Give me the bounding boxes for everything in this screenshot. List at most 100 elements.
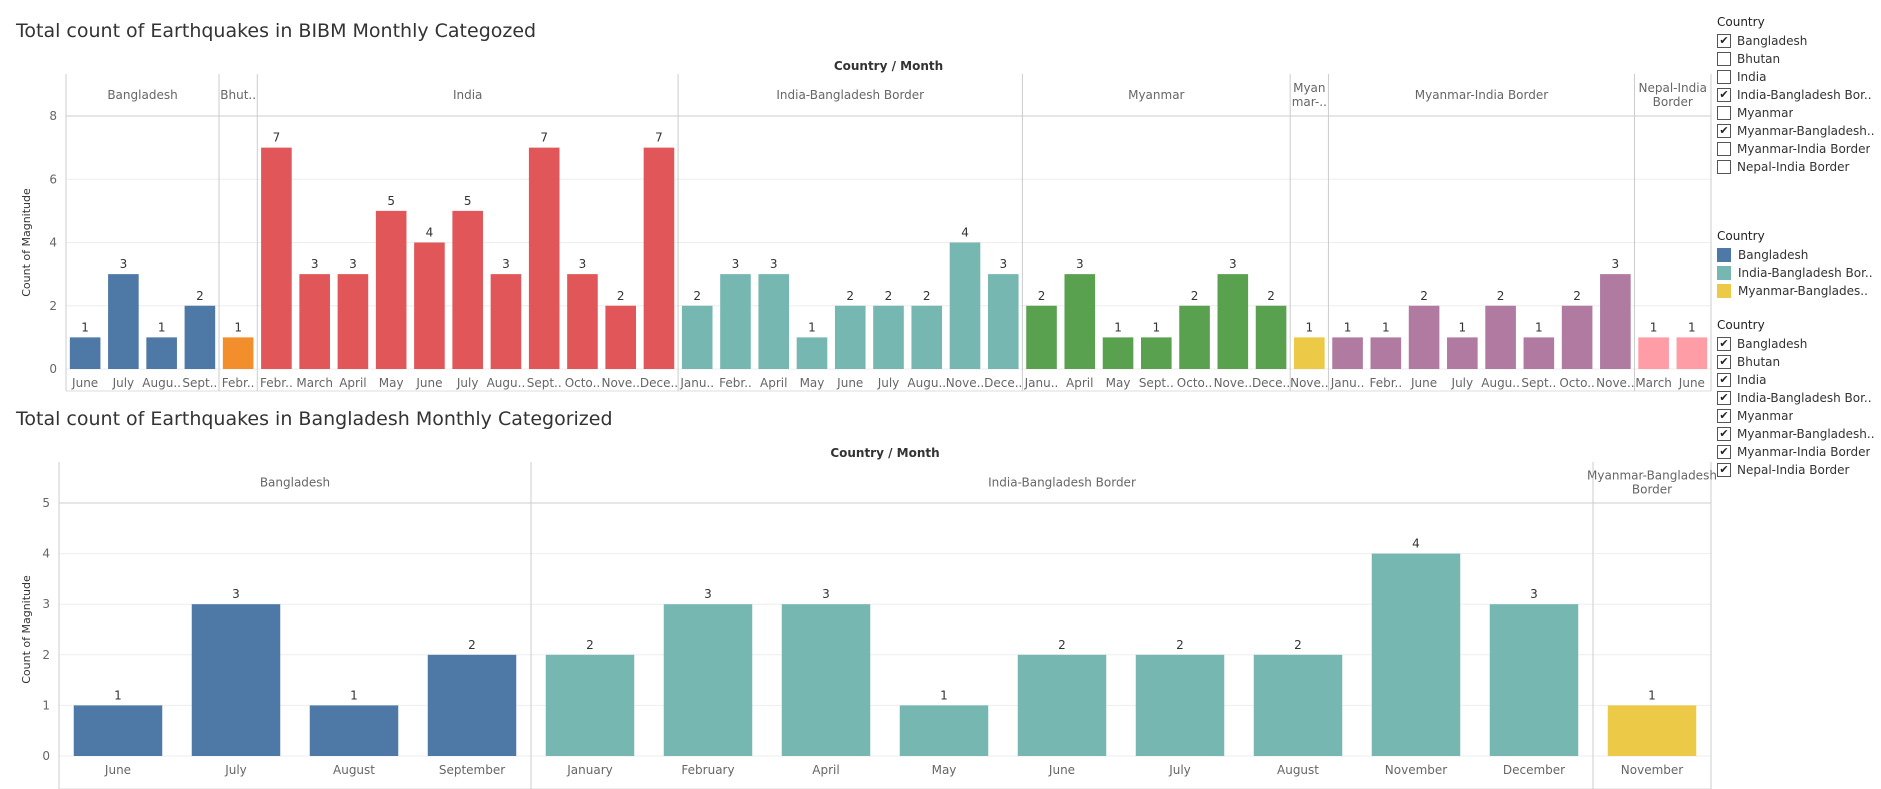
filter-item-nepal-india-border[interactable]: Nepal-India Border	[1717, 158, 1881, 176]
x-tick-label: June	[1678, 376, 1705, 390]
x-tick-label: Augu..	[142, 376, 181, 390]
x-tick-label: July	[1168, 763, 1191, 777]
bar	[1638, 337, 1669, 369]
filter-item-india[interactable]: India	[1717, 68, 1881, 86]
filter-item-bhutan[interactable]: ✔ Bhutan	[1717, 353, 1881, 371]
checkbox[interactable]: ✔	[1717, 427, 1731, 441]
bar	[69, 337, 101, 369]
filter-item-india-bangladesh-border[interactable]: ✔ India-Bangladesh Bor..	[1717, 86, 1881, 104]
bar	[1485, 305, 1516, 369]
bar-data-label: 1	[158, 320, 166, 334]
x-tick-label: Dece..	[984, 376, 1022, 390]
group-header-label: Bangladesh	[260, 476, 330, 490]
checkbox[interactable]: ✔	[1717, 355, 1731, 369]
filter-item-bangladesh[interactable]: ✔ Bangladesh	[1717, 335, 1881, 353]
bar	[1408, 305, 1440, 369]
filter-label: Bhutan	[1737, 355, 1781, 369]
filter-item-bangladesh[interactable]: ✔ Bangladesh	[1717, 32, 1881, 50]
x-tick-label: Dece..	[640, 376, 678, 390]
bar-data-label: 2	[885, 289, 893, 303]
x-tick-label: June	[1048, 763, 1075, 777]
group-header-label: India-Bangladesh Border	[776, 88, 924, 102]
bar-data-label: 2	[1191, 289, 1199, 303]
checkbox[interactable]: ✔	[1717, 391, 1731, 405]
bar-data-label: 2	[1176, 638, 1184, 652]
checkbox[interactable]	[1717, 160, 1731, 174]
checkbox[interactable]: ✔	[1717, 373, 1731, 387]
color-legend-item[interactable]: Myanmar-Banglades..	[1717, 282, 1881, 300]
checkbox[interactable]: ✔	[1717, 124, 1731, 138]
bar-data-label: 2	[693, 289, 701, 303]
bar	[1026, 305, 1057, 369]
checkbox[interactable]: ✔	[1717, 337, 1731, 351]
bar	[911, 305, 943, 369]
checkbox[interactable]	[1717, 142, 1731, 156]
bar	[427, 654, 517, 756]
bar-data-label: 2	[846, 289, 854, 303]
bar	[490, 274, 522, 369]
x-tick-label: November	[1385, 763, 1447, 777]
bar	[261, 147, 292, 369]
x-tick-label: January	[566, 763, 613, 777]
chart-1-title: Total count of Earthquakes in BIBM Month…	[16, 20, 537, 42]
x-tick-label: Nove..	[1290, 376, 1328, 390]
checkbox[interactable]: ✔	[1717, 88, 1731, 102]
bar	[1294, 337, 1325, 369]
checkbox[interactable]: ✔	[1717, 409, 1731, 423]
bar	[796, 337, 828, 369]
y-tick-label: 0	[42, 749, 50, 763]
x-tick-label: August	[1277, 763, 1319, 777]
checkbox[interactable]	[1717, 106, 1731, 120]
bar	[987, 274, 1019, 369]
y-tick-label: 8	[49, 109, 57, 123]
filter-item-myanmar-bangladesh-border[interactable]: ✔ Myanmar-Bangladesh..	[1717, 425, 1881, 443]
filter-item-india-bangladesh-border[interactable]: ✔ India-Bangladesh Bor..	[1717, 389, 1881, 407]
bar-data-label: 1	[114, 688, 122, 702]
checkbox[interactable]	[1717, 52, 1731, 66]
filter-item-bhutan[interactable]: Bhutan	[1717, 50, 1881, 68]
bar	[1064, 274, 1096, 369]
filter-item-myanmar[interactable]: Myanmar	[1717, 104, 1881, 122]
x-tick-label: Octo..	[565, 376, 601, 390]
y-tick-label: 2	[49, 299, 57, 313]
legend-title: Country	[1717, 229, 1765, 243]
filter-label: Bangladesh	[1737, 337, 1808, 351]
bar-data-label: 1	[1650, 320, 1658, 334]
y-axis-label: Count of Magnitude	[20, 188, 33, 297]
filter-item-myanmar-india-border[interactable]: Myanmar-India Border	[1717, 140, 1881, 158]
x-tick-label: Augu..	[1481, 376, 1520, 390]
filter-item-myanmar-india-border[interactable]: ✔ Myanmar-India Border	[1717, 443, 1881, 461]
filter-item-nepal-india-border[interactable]: ✔ Nepal-India Border	[1717, 461, 1881, 479]
bar-data-label: 2	[1420, 289, 1428, 303]
x-tick-label: July	[112, 376, 135, 390]
x-tick-label: May	[1106, 376, 1131, 390]
bar	[146, 337, 177, 369]
checkbox[interactable]: ✔	[1717, 34, 1731, 48]
color-legend-label: Myanmar-Banglades..	[1738, 284, 1868, 298]
chart-2-title: Total count of Earthquakes in Bangladesh…	[16, 408, 613, 430]
checkbox[interactable]	[1717, 70, 1731, 84]
filter-item-myanmar[interactable]: ✔ Myanmar	[1717, 407, 1881, 425]
x-tick-label: February	[681, 763, 734, 777]
bar	[222, 337, 254, 369]
checkbox[interactable]: ✔	[1717, 463, 1731, 477]
bar-data-label: 2	[1573, 289, 1581, 303]
bar-data-label: 1	[940, 688, 948, 702]
bar-data-label: 3	[732, 257, 740, 271]
checkbox[interactable]: ✔	[1717, 445, 1731, 459]
bar	[1140, 337, 1172, 369]
x-tick-label: Augu..	[487, 376, 526, 390]
y-tick-label: 2	[42, 648, 50, 662]
filter-item-myanmar-bangladesh-border[interactable]: ✔ Myanmar-Bangladesh..	[1717, 122, 1881, 140]
bar-data-label: 2	[468, 638, 476, 652]
color-legend-item[interactable]: Bangladesh	[1717, 246, 1881, 264]
bar-data-label: 7	[540, 131, 548, 145]
bar	[1017, 654, 1107, 756]
bar	[1371, 553, 1461, 756]
y-tick-label: 0	[49, 362, 57, 376]
bar-data-label: 2	[1294, 638, 1302, 652]
group-header-label: mar-..	[1292, 95, 1327, 109]
x-tick-label: May	[379, 376, 404, 390]
color-legend-item[interactable]: India-Bangladesh Bor..	[1717, 264, 1881, 282]
filter-item-india[interactable]: ✔ India	[1717, 371, 1881, 389]
